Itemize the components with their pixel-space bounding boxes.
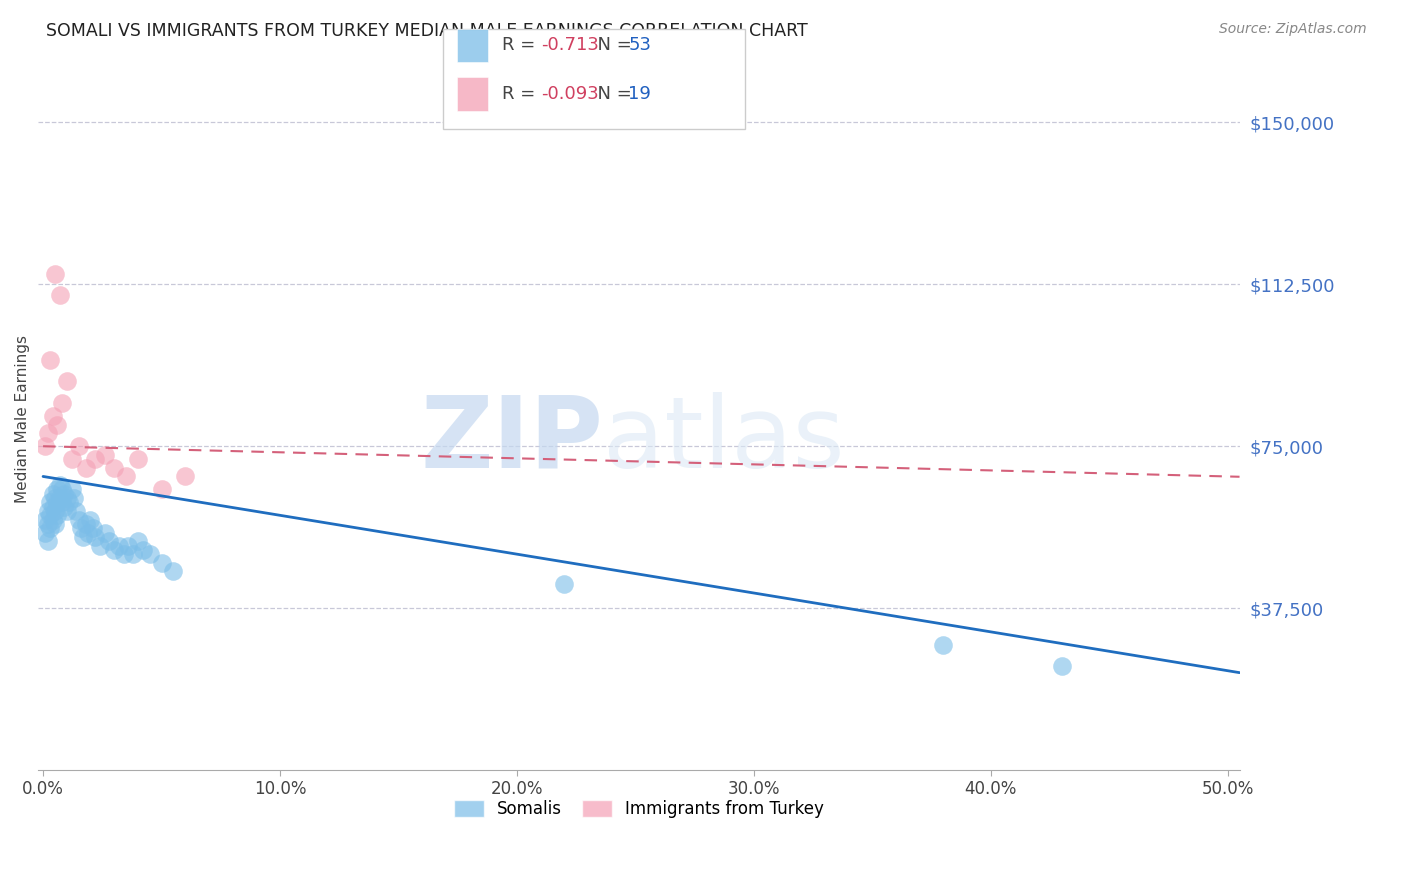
Point bbox=[98, 534, 121, 549]
Y-axis label: Median Male Earnings: Median Male Earnings bbox=[15, 335, 30, 503]
Point bbox=[108, 539, 131, 553]
Point bbox=[84, 530, 107, 544]
Point bbox=[162, 565, 184, 579]
Point bbox=[553, 577, 575, 591]
Point bbox=[37, 534, 59, 549]
Point bbox=[63, 491, 86, 505]
Point bbox=[55, 375, 77, 389]
Point bbox=[93, 448, 115, 462]
Text: ZIP: ZIP bbox=[420, 392, 603, 489]
Point bbox=[72, 530, 94, 544]
Point bbox=[41, 409, 63, 423]
Point bbox=[84, 452, 107, 467]
Point bbox=[39, 495, 62, 509]
Point bbox=[46, 483, 69, 497]
Point bbox=[58, 495, 80, 509]
Point bbox=[67, 513, 90, 527]
Point bbox=[932, 638, 955, 652]
Point bbox=[138, 547, 160, 561]
Point bbox=[44, 516, 66, 531]
Point bbox=[131, 542, 153, 557]
Point bbox=[60, 452, 83, 467]
Point bbox=[46, 508, 69, 523]
Point bbox=[150, 483, 173, 497]
Text: atlas: atlas bbox=[603, 392, 845, 489]
Point bbox=[174, 469, 197, 483]
Point bbox=[51, 483, 73, 497]
Point bbox=[65, 504, 87, 518]
Point bbox=[48, 478, 70, 492]
Point bbox=[48, 288, 70, 302]
Point bbox=[48, 491, 70, 505]
Point bbox=[34, 439, 56, 453]
Point bbox=[41, 487, 63, 501]
Point bbox=[89, 539, 111, 553]
Point bbox=[70, 521, 93, 535]
Text: SOMALI VS IMMIGRANTS FROM TURKEY MEDIAN MALE EARNINGS CORRELATION CHART: SOMALI VS IMMIGRANTS FROM TURKEY MEDIAN … bbox=[46, 22, 808, 40]
Point bbox=[93, 525, 115, 540]
Point bbox=[39, 352, 62, 367]
Legend: Somalis, Immigrants from Turkey: Somalis, Immigrants from Turkey bbox=[447, 793, 831, 825]
Text: 53: 53 bbox=[628, 37, 651, 54]
Text: 19: 19 bbox=[628, 85, 651, 103]
Text: -0.713: -0.713 bbox=[541, 37, 599, 54]
Point bbox=[103, 542, 125, 557]
Point bbox=[75, 516, 97, 531]
Point bbox=[122, 547, 145, 561]
Point bbox=[75, 460, 97, 475]
Point bbox=[41, 500, 63, 514]
Point bbox=[51, 396, 73, 410]
Point bbox=[55, 491, 77, 505]
Text: -0.093: -0.093 bbox=[541, 85, 599, 103]
Point bbox=[44, 491, 66, 505]
Point bbox=[34, 513, 56, 527]
Point bbox=[60, 483, 83, 497]
Point bbox=[67, 439, 90, 453]
Point bbox=[150, 556, 173, 570]
Text: R =: R = bbox=[502, 37, 541, 54]
Point bbox=[79, 513, 101, 527]
Point bbox=[1050, 659, 1073, 673]
Point bbox=[55, 504, 77, 518]
Point bbox=[41, 513, 63, 527]
Text: N =: N = bbox=[586, 85, 638, 103]
Point bbox=[82, 521, 104, 535]
Point bbox=[127, 534, 149, 549]
Point bbox=[46, 495, 69, 509]
Point bbox=[127, 452, 149, 467]
Point bbox=[34, 525, 56, 540]
Point bbox=[39, 521, 62, 535]
Text: N =: N = bbox=[586, 37, 638, 54]
Point bbox=[44, 267, 66, 281]
Point bbox=[44, 504, 66, 518]
Point bbox=[117, 539, 139, 553]
Point bbox=[53, 500, 76, 514]
Point bbox=[51, 495, 73, 509]
Point bbox=[39, 508, 62, 523]
Point bbox=[103, 460, 125, 475]
Point bbox=[112, 547, 135, 561]
Point bbox=[77, 525, 100, 540]
Point bbox=[37, 426, 59, 441]
Text: R =: R = bbox=[502, 85, 541, 103]
Point bbox=[53, 487, 76, 501]
Point bbox=[37, 516, 59, 531]
Text: Source: ZipAtlas.com: Source: ZipAtlas.com bbox=[1219, 22, 1367, 37]
Point bbox=[115, 469, 138, 483]
Point bbox=[46, 417, 69, 432]
Point bbox=[37, 504, 59, 518]
